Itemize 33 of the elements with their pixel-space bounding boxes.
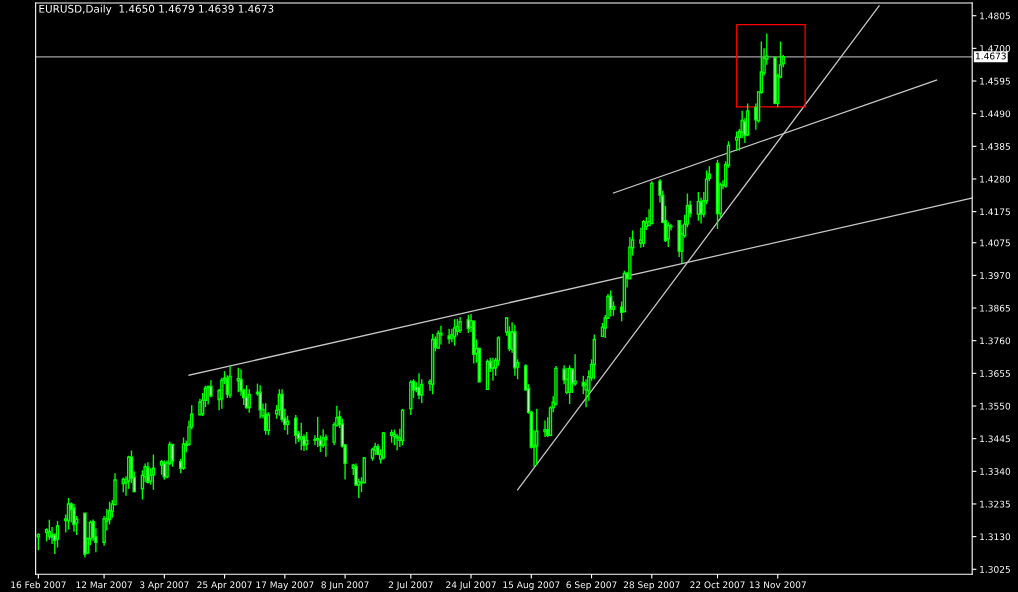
y-tick-label: 1.3760 xyxy=(980,337,1011,345)
x-tick-label: 13 Nov 2007 xyxy=(749,581,806,589)
x-tick-label: 6 Sep 2007 xyxy=(566,581,617,590)
x-tick-label: 3 Apr 2007 xyxy=(139,581,189,590)
x-tick-label: 8 Jun 2007 xyxy=(321,581,369,590)
x-tick-label: 17 May 2007 xyxy=(256,581,314,590)
chart-title: EURUSD,Daily 1.4650 1.4679 1.4639 1.4673 xyxy=(39,4,274,15)
y-tick-label: 1.3445 xyxy=(980,435,1010,443)
y-tick-label: 1.4175 xyxy=(980,208,1010,216)
y-tick-label: 1.3550 xyxy=(980,402,1011,410)
y-tick-label: 1.4595 xyxy=(980,77,1010,85)
x-tick-label: 25 Apr 2007 xyxy=(197,581,252,590)
y-tick-label: 1.3970 xyxy=(980,272,1011,279)
y-tick-label: 1.3340 xyxy=(980,468,1011,475)
y-tick-label: 1.4805 xyxy=(980,12,1010,20)
y-tick-label: 1.4490 xyxy=(980,110,1011,118)
y-tick-label: 1.3130 xyxy=(980,533,1011,541)
y-tick-label: 1.3025 xyxy=(980,565,1010,573)
y-tick-label: 1.3235 xyxy=(980,500,1010,508)
x-tick-label: 22 Oct 2007 xyxy=(690,581,745,589)
y-tick-label: 1.4700 xyxy=(980,45,1011,52)
x-tick-label: 12 Mar 2007 xyxy=(76,581,132,589)
x-tick-label: 16 Feb 2007 xyxy=(11,581,66,589)
y-tick-label: 1.4385 xyxy=(980,143,1010,150)
y-tick-label: 1.3655 xyxy=(980,370,1010,377)
x-tick-label: 24 Jul 2007 xyxy=(446,581,496,590)
y-tick-label: 1.4280 xyxy=(980,175,1011,183)
y-tick-label: 1.3865 xyxy=(980,304,1010,312)
y-tick-label: 1.4075 xyxy=(980,239,1010,247)
ref-line-label: 1.4673 xyxy=(975,52,1006,60)
x-tick-label: 28 Sep 2007 xyxy=(623,581,680,590)
x-tick-label: 15 Aug 2007 xyxy=(503,581,560,590)
x-tick-label: 2 Jul 2007 xyxy=(388,581,433,590)
